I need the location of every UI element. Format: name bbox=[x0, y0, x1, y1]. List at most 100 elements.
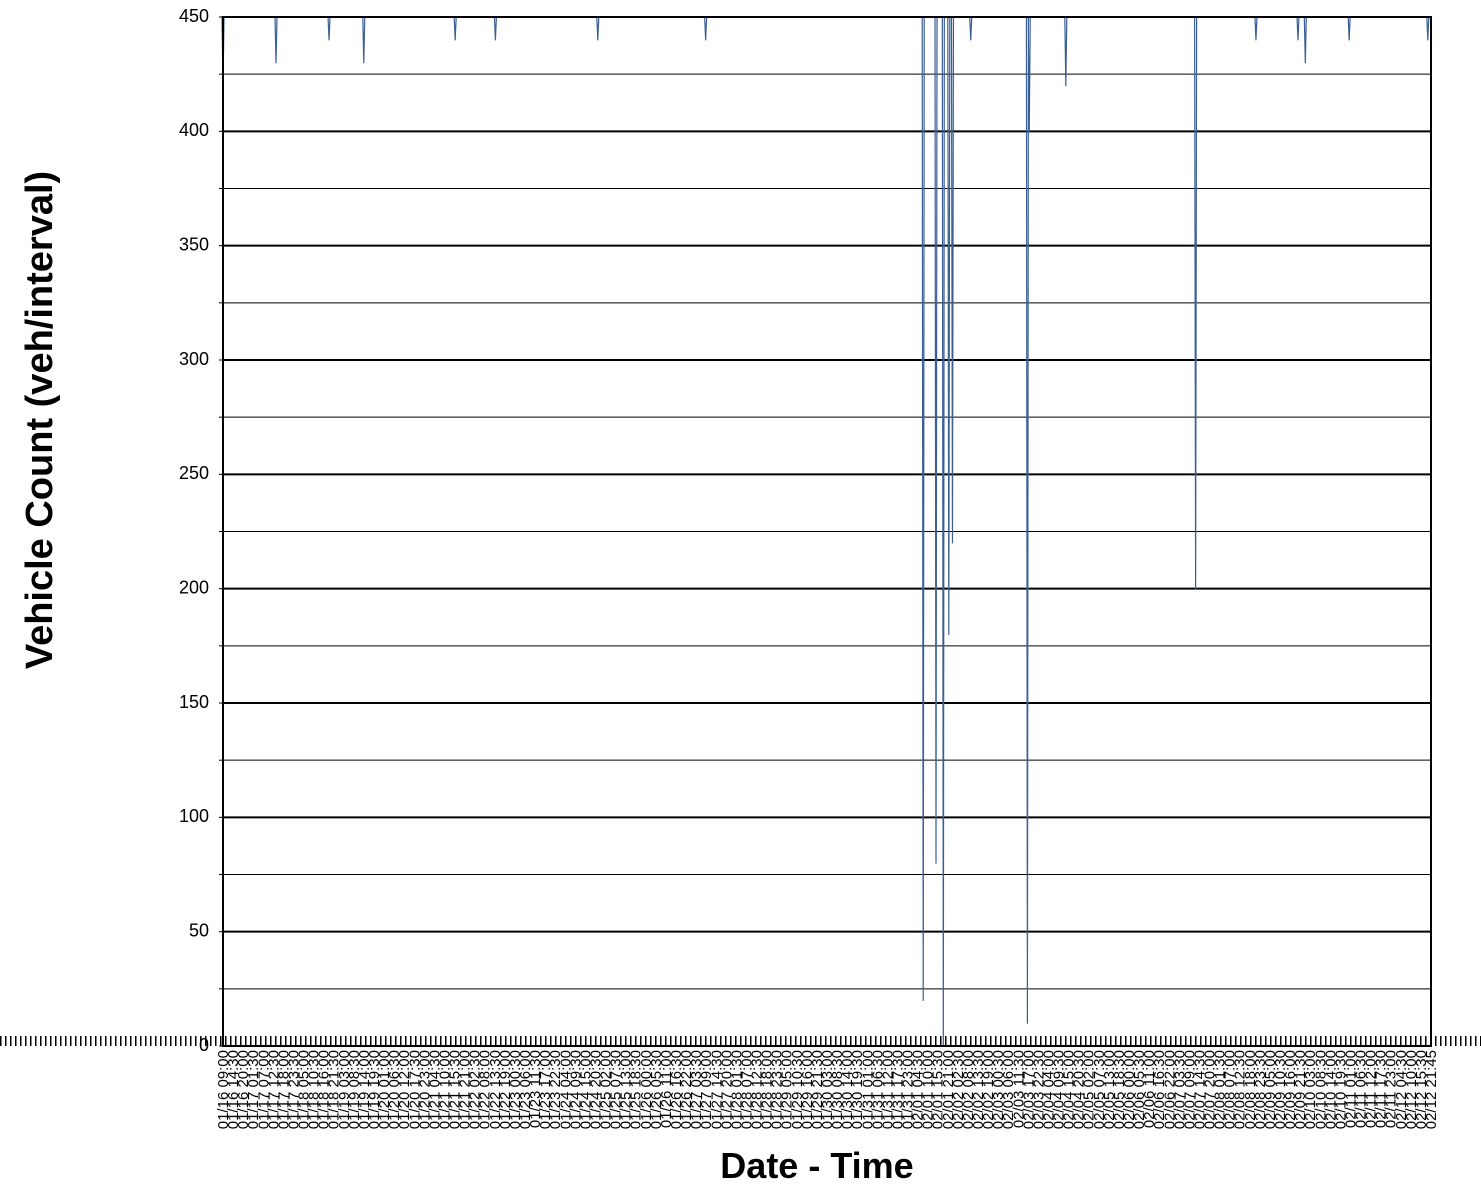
x-tick-label: 01/26 22:00 bbox=[678, 1050, 695, 1129]
dip-point bbox=[970, 39, 972, 41]
dip-point bbox=[328, 39, 330, 41]
dip-point bbox=[1304, 62, 1306, 64]
x-tick-label: 01/30 03:00 bbox=[819, 1050, 836, 1129]
x-tick-label: 02/09 10:30 bbox=[1272, 1050, 1289, 1129]
x-tick-label: 02/06 22:00 bbox=[1161, 1050, 1178, 1129]
x-tick-label: 02/08 23:30 bbox=[1252, 1050, 1269, 1129]
x-tick-label: 01/22 13:30 bbox=[487, 1050, 504, 1129]
x-tick-label: 01/16 20:00 bbox=[235, 1050, 252, 1129]
dip-point bbox=[363, 62, 365, 64]
x-tick-label: 02/06 00:00 bbox=[1121, 1050, 1138, 1129]
x-tick-label: 01/28 18:00 bbox=[759, 1050, 776, 1129]
x-tick-label: 01/16 09:00 bbox=[215, 1050, 232, 1129]
x-tick-label: 01/26 05:30 bbox=[648, 1050, 665, 1129]
x-tick-label: 01/22 19:00 bbox=[497, 1050, 514, 1129]
x-tick-label: 01/19 14:00 bbox=[356, 1050, 373, 1129]
dip-point bbox=[951, 542, 954, 544]
dip-point bbox=[948, 633, 950, 636]
x-tick-label: 02/05 02:00 bbox=[1081, 1050, 1098, 1129]
x-tick-label: 02/01 04:30 bbox=[910, 1050, 927, 1129]
x-tick-label: 01/25 02:00 bbox=[598, 1050, 615, 1129]
x-tick-label: 02/11 01:00 bbox=[1342, 1050, 1359, 1128]
x-tick-label: 02/08 01:30 bbox=[1212, 1050, 1229, 1129]
x-tick-label: 01/29 10:30 bbox=[789, 1050, 806, 1129]
x-tick-label: 01/28 07:00 bbox=[738, 1050, 755, 1129]
x-tick-label: 01/18 16:00 bbox=[316, 1050, 333, 1129]
x-tick-label: 02/09 16:00 bbox=[1282, 1050, 1299, 1129]
dip-point bbox=[1065, 85, 1067, 87]
x-tick-label: 01/31 23:00 bbox=[900, 1050, 917, 1129]
x-tick-label: 02/11 06:30 bbox=[1353, 1050, 1370, 1128]
y-axis-title: Vehicle Count (veh/interval) bbox=[19, 171, 61, 669]
y-tick-label: 300 bbox=[179, 349, 209, 369]
x-tick-label: 01/21 15:30 bbox=[447, 1050, 464, 1129]
dip-point bbox=[1195, 588, 1197, 590]
y-tick-label: 150 bbox=[179, 692, 209, 712]
x-tick-label: 02/02 19:00 bbox=[980, 1050, 997, 1129]
x-tick-label: 01/21 10:00 bbox=[436, 1050, 453, 1129]
x-tick-label: 02/03 17:00 bbox=[1020, 1050, 1037, 1129]
x-tick-label: 01/31 06:30 bbox=[869, 1050, 886, 1129]
x-tick-label: 02/04 04:00 bbox=[1040, 1050, 1057, 1129]
x-tick-label: 02/06 05:30 bbox=[1131, 1050, 1148, 1129]
x-tick-label: 01/30 19:30 bbox=[849, 1050, 866, 1129]
y-tick-label: 100 bbox=[179, 806, 209, 826]
x-tick-label: 01/17 18:00 bbox=[275, 1050, 292, 1129]
x-tick-label: 01/20 17:30 bbox=[406, 1050, 423, 1129]
x-tick-label: 02/03 00:30 bbox=[990, 1050, 1007, 1129]
x-tick-label: 01/18 05:00 bbox=[296, 1050, 313, 1129]
x-tick-label: 01/29 21:30 bbox=[809, 1050, 826, 1129]
x-tick-label: 01/18 21:30 bbox=[326, 1050, 343, 1129]
x-tick-label: 01/19 19:30 bbox=[366, 1050, 383, 1129]
x-tick-label: 01/25 18:30 bbox=[628, 1050, 645, 1129]
x-tick-label: 01/19 03:00 bbox=[336, 1050, 353, 1129]
x-tick-label: 02/01 15:30 bbox=[930, 1050, 947, 1129]
x-tick-label: 02/12 21:45 bbox=[1423, 1050, 1440, 1129]
dip-point bbox=[1297, 39, 1299, 41]
x-tick-label: 01/28 12:30 bbox=[749, 1050, 766, 1129]
x-tick-label: 01/26 11:00 bbox=[658, 1050, 675, 1128]
x-tick-label: 01/17 12:30 bbox=[265, 1050, 282, 1129]
gridlines bbox=[223, 73, 1431, 990]
x-tick-label: 01/31 17:30 bbox=[889, 1050, 906, 1129]
x-tick-label: 01/31 01:00 bbox=[859, 1050, 876, 1129]
x-tick-label: 01/23 06:00 bbox=[517, 1050, 534, 1129]
x-tick-label: 02/02 02:30 bbox=[950, 1050, 967, 1129]
series-layer bbox=[221, 16, 1431, 1047]
x-tick-label: 02/07 03:30 bbox=[1171, 1050, 1188, 1129]
x-tick-label: 02/10 08:30 bbox=[1312, 1050, 1329, 1129]
y-tick-label: 50 bbox=[189, 920, 209, 940]
x-tick-label: 02/01 21:00 bbox=[940, 1050, 957, 1129]
y-tick-label: 0 bbox=[199, 1035, 209, 1055]
x-tick-label: 01/20 06:30 bbox=[386, 1050, 403, 1129]
dip-point bbox=[494, 39, 497, 41]
x-tick-label: 02/11 12:00 bbox=[1363, 1050, 1380, 1128]
y-tick-labels: 0 50 100 150 200 250 300 350 400 450 bbox=[179, 6, 209, 1055]
dip-point bbox=[1427, 39, 1429, 41]
x-tick-label: 02/03 22:30 bbox=[1030, 1050, 1047, 1129]
dip-point bbox=[1028, 130, 1030, 132]
dip-point bbox=[1255, 39, 1257, 41]
x-tick-label: 02/01 10:00 bbox=[920, 1050, 937, 1129]
x-tick-label: 02/04 09:30 bbox=[1051, 1050, 1068, 1129]
x-tick-label: 01/25 13:00 bbox=[618, 1050, 635, 1129]
x-tick-label: 02/06 11:00 bbox=[1141, 1050, 1158, 1128]
dip-point bbox=[597, 39, 599, 41]
y-tick-label: 200 bbox=[179, 577, 209, 597]
dip-point bbox=[705, 39, 707, 41]
x-tick-label: 02/12 10:00 bbox=[1403, 1050, 1420, 1129]
x-tick-label: 01/28 01:30 bbox=[728, 1050, 745, 1129]
dip-point bbox=[275, 62, 277, 64]
x-tick-label: 01/27 03:30 bbox=[688, 1050, 705, 1129]
x-tick-label: 02/05 18:30 bbox=[1111, 1050, 1128, 1129]
dip-point bbox=[1348, 39, 1350, 41]
x-tick-label: 02/07 09:00 bbox=[1181, 1050, 1198, 1129]
x-tick-label: 02/03 06:00 bbox=[1000, 1050, 1017, 1129]
x-tick-label: 02/04 20:30 bbox=[1071, 1050, 1088, 1129]
x-tick-label: 01/23 17:00 bbox=[537, 1050, 554, 1129]
x-tick-label: 01/20 12:00 bbox=[396, 1050, 413, 1129]
x-tick-label: 02/07 20:00 bbox=[1202, 1050, 1219, 1129]
x-tick-label: 01/16 14:30 bbox=[225, 1050, 242, 1129]
